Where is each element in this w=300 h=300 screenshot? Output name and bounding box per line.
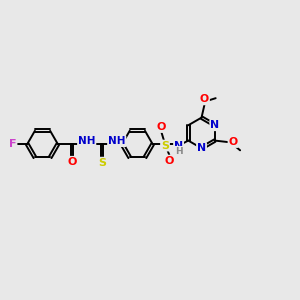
Text: O: O [229,137,238,147]
Text: N: N [197,143,206,153]
Text: F: F [9,139,16,149]
Text: O: O [67,157,77,167]
Text: S: S [98,158,106,168]
Text: O: O [200,94,209,104]
Text: N: N [210,120,219,130]
Text: N: N [174,141,183,151]
Text: NH: NH [78,136,95,146]
Text: H: H [175,147,182,156]
Text: NH: NH [108,136,125,146]
Text: S: S [161,141,169,151]
Text: O: O [157,122,166,132]
Text: O: O [165,156,174,166]
